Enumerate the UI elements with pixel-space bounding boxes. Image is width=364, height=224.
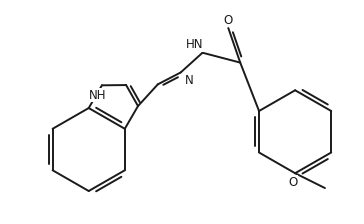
Text: O: O <box>224 14 233 27</box>
Text: O: O <box>289 176 298 189</box>
Text: NH: NH <box>89 89 107 102</box>
Text: N: N <box>185 74 193 87</box>
Text: HN: HN <box>186 38 203 51</box>
